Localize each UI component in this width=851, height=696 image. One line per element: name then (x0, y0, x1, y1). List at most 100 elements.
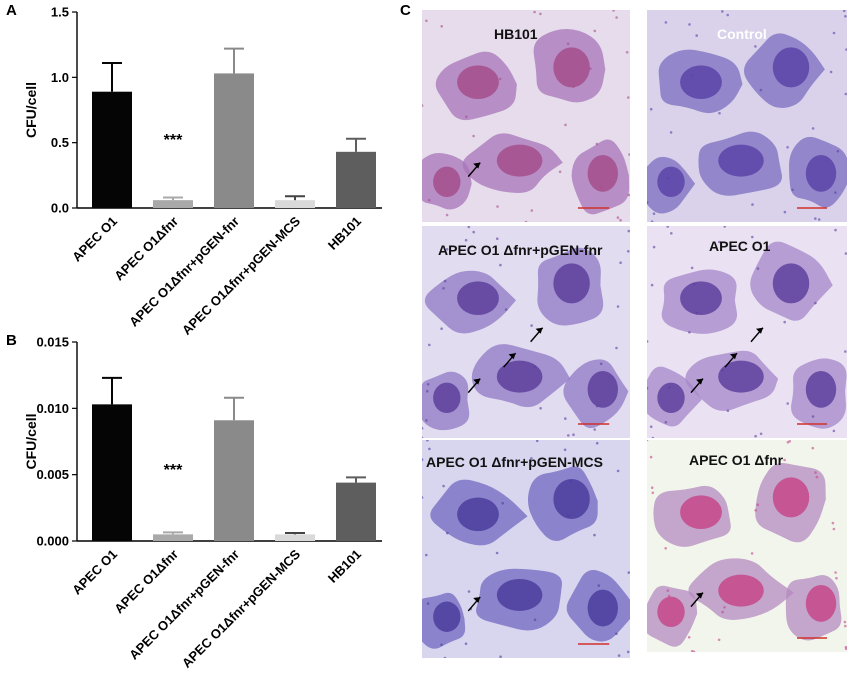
micrograph-label: APEC O1 Δfnr+pGEN-MCS (426, 454, 603, 470)
y-tick-label: 0.015 (36, 335, 69, 350)
bacterium-dot (690, 266, 694, 270)
x-tick-label: APEC O1Δfnr+pGEN-fnr (126, 547, 242, 663)
bacterium-dot (627, 96, 630, 99)
bacterium-dot (814, 217, 817, 220)
bacterium-dot (533, 618, 537, 622)
bacterium-dot (844, 252, 847, 255)
bacterium-dot (844, 92, 847, 96)
bacterium-dot (666, 176, 669, 180)
bacterium-dot (464, 642, 468, 645)
cell-nucleus (553, 263, 590, 304)
bacterium-dot (786, 402, 789, 405)
bacterium-dot (464, 238, 468, 242)
bacterium-dot (836, 149, 840, 153)
bacterium-dot (667, 594, 671, 598)
bar (153, 200, 193, 208)
bacterium-dot (426, 383, 430, 386)
bacterium-dot (647, 386, 649, 390)
bacterium-dot (649, 107, 653, 111)
bacterium-dot (627, 229, 630, 233)
bacterium-dot (467, 590, 471, 593)
bacterium-dot (844, 647, 847, 651)
bacterium-dot (650, 486, 654, 489)
y-tick-label: 0.010 (36, 401, 69, 416)
bacterium-dot (443, 656, 447, 658)
bacterium-dot (616, 305, 620, 308)
cell-nucleus (496, 360, 543, 393)
bacterium-dot (567, 514, 570, 518)
bar (92, 404, 132, 541)
bacterium-dot (688, 331, 691, 334)
cell-nucleus (433, 601, 461, 632)
bacterium-dot (695, 34, 698, 37)
cell-nucleus (772, 47, 810, 88)
bacterium-dot (426, 602, 430, 605)
cell-nucleus (587, 589, 618, 627)
bacterium-dot (428, 447, 431, 451)
bacterium-dot (530, 209, 534, 212)
bacterium-dot (831, 521, 835, 525)
bacterium-dot (664, 21, 668, 24)
micrograph-control: Control (647, 10, 847, 222)
cell-nucleus (457, 281, 499, 315)
bacterium-dot (564, 123, 567, 127)
cell-nucleus (718, 360, 764, 393)
bacterium-dot (569, 479, 572, 483)
cell-nucleus (805, 584, 837, 622)
x-tick-label: HB101 (325, 214, 364, 253)
cell-nucleus (587, 370, 618, 408)
bacterium-dot (670, 232, 673, 235)
bacterium-dot (504, 36, 508, 40)
cell-nucleus (680, 65, 722, 99)
bacterium-dot (754, 509, 757, 512)
arrow-icon (750, 327, 764, 343)
bacterium-dot (791, 188, 794, 192)
bacterium-dot (524, 220, 528, 222)
bacterium-dot (845, 48, 847, 51)
bacterium-dot (422, 458, 424, 461)
bacterium-dot (783, 210, 787, 214)
arrow-icon (467, 596, 481, 612)
cell-nucleus (457, 65, 499, 99)
bacterium-dot (599, 362, 603, 366)
bar (336, 482, 376, 541)
bacterium-dot (666, 589, 670, 592)
bacterium-dot (834, 571, 837, 574)
cell-nucleus (433, 166, 461, 198)
cell-nucleus (496, 144, 543, 177)
bacterium-dot (593, 29, 597, 33)
bacterium-dot (442, 484, 445, 488)
bar (336, 151, 376, 208)
bacterium-dot (593, 428, 596, 431)
cell-nucleus (657, 596, 685, 628)
bacterium-dot (721, 610, 724, 614)
bacterium-dot (619, 218, 622, 222)
bacterium-dot (499, 263, 502, 267)
y-tick-label: 0.005 (36, 467, 69, 482)
bacterium-dot (751, 235, 754, 239)
bacterium-dot (650, 220, 654, 222)
arrow-icon (503, 352, 517, 368)
micrograph-apec-o1: APEC O1 (647, 226, 847, 438)
bar (92, 91, 132, 208)
bacterium-dot (627, 571, 630, 574)
bacterium-dot (445, 213, 449, 217)
micrograph-label: APEC O1 Δfnr (689, 452, 784, 468)
bacterium-dot (844, 350, 847, 353)
cell-nucleus (657, 166, 685, 198)
bacterium-dot (539, 12, 542, 16)
y-axis-label: CFU/cell (23, 413, 39, 469)
y-tick-label: 1.5 (51, 5, 69, 20)
cell-nucleus (680, 495, 722, 529)
y-tick-label: 0.000 (36, 534, 69, 549)
bacterium-dot (649, 455, 653, 459)
cell-nucleus (718, 574, 764, 607)
micrograph-hb101: HB101 (422, 10, 630, 222)
bacterium-dot (615, 16, 618, 19)
bacterium-dot (619, 261, 622, 264)
bacterium-dot (717, 638, 721, 642)
bacterium-dot (651, 436, 655, 438)
bacterium-dot (834, 228, 837, 232)
bacterium-dot (835, 576, 838, 580)
bacterium-dot (533, 10, 536, 14)
